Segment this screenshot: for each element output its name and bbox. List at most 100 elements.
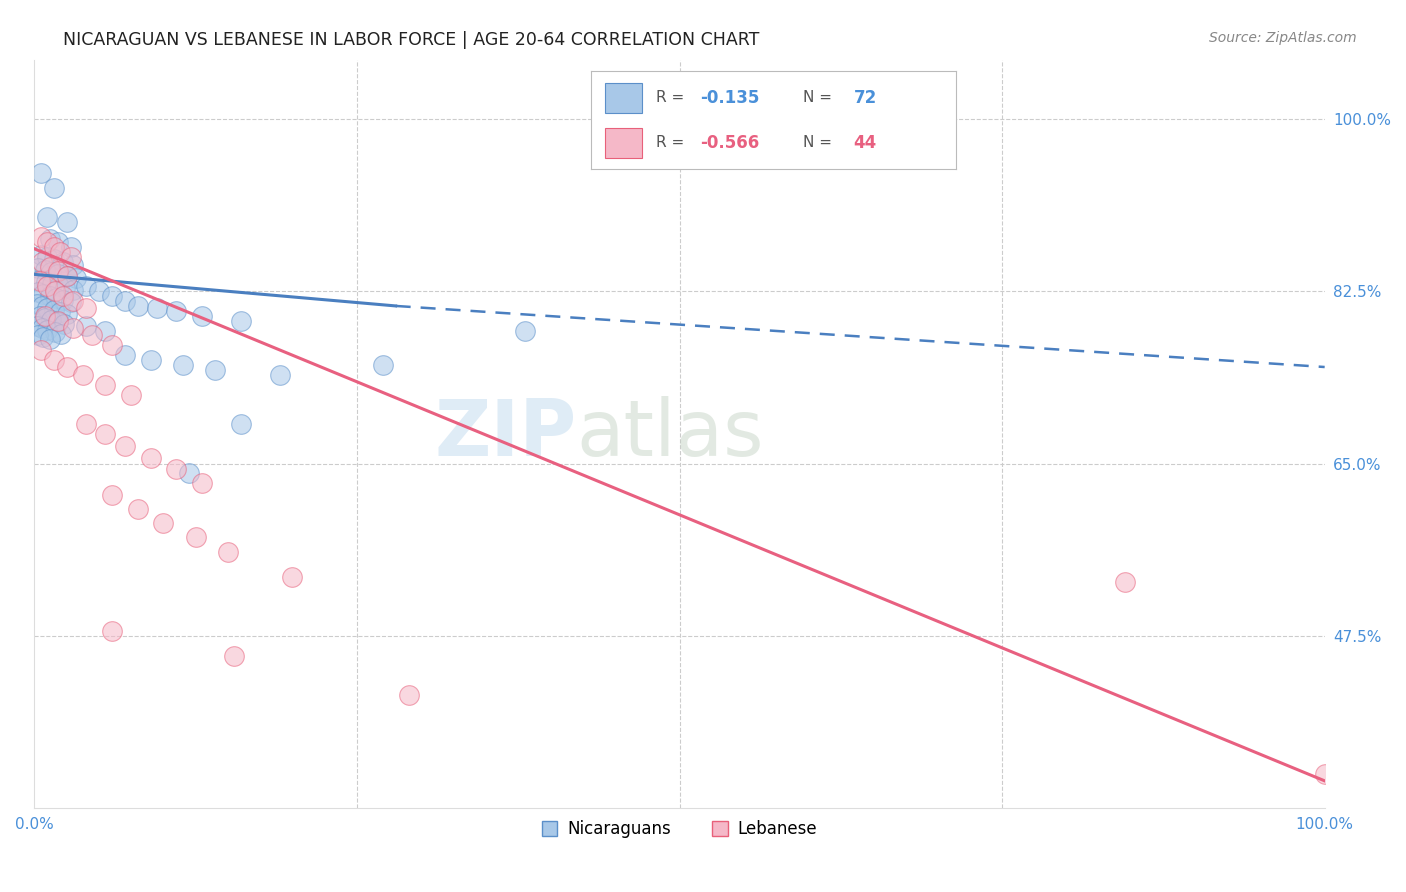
- Text: -0.135: -0.135: [700, 89, 759, 107]
- Point: [224, 648, 246, 663]
- Point: [52, 254, 75, 268]
- Point: [31, 320, 53, 334]
- Point: [52, 293, 75, 307]
- Point: [30, 343, 52, 358]
- Point: [75, 301, 97, 315]
- Point: [398, 688, 420, 702]
- Point: [39, 265, 62, 279]
- Point: [25, 318, 48, 333]
- Point: [48, 279, 70, 293]
- Point: [42, 302, 65, 317]
- Point: [146, 301, 169, 315]
- Text: ZIP: ZIP: [434, 396, 576, 472]
- Point: [37, 250, 59, 264]
- Text: N =: N =: [803, 90, 837, 105]
- Point: [184, 531, 207, 545]
- Point: [82, 328, 104, 343]
- Point: [165, 303, 187, 318]
- Point: [114, 348, 136, 362]
- Point: [120, 387, 142, 401]
- Text: atlas: atlas: [576, 396, 763, 472]
- Point: [229, 417, 252, 432]
- Point: [51, 326, 73, 341]
- Point: [75, 417, 97, 432]
- Point: [204, 363, 226, 377]
- Point: [94, 377, 117, 392]
- Point: [42, 252, 65, 266]
- Point: [114, 293, 136, 308]
- Point: [101, 338, 124, 352]
- Point: [41, 277, 63, 292]
- Point: [42, 240, 65, 254]
- Point: [165, 462, 187, 476]
- Point: [49, 244, 72, 259]
- Point: [62, 258, 84, 272]
- Point: [34, 263, 56, 277]
- Point: [191, 476, 214, 491]
- Point: [46, 264, 69, 278]
- Point: [44, 284, 66, 298]
- Point: [28, 274, 51, 288]
- FancyBboxPatch shape: [605, 83, 641, 112]
- Point: [281, 570, 304, 584]
- Point: [38, 260, 60, 274]
- Text: R =: R =: [657, 90, 689, 105]
- Point: [42, 180, 65, 194]
- Text: N =: N =: [803, 136, 837, 151]
- Point: [127, 502, 149, 516]
- Point: [52, 289, 75, 303]
- Point: [38, 289, 60, 303]
- Point: [94, 427, 117, 442]
- Point: [101, 488, 124, 502]
- Text: Source: ZipAtlas.com: Source: ZipAtlas.com: [1209, 31, 1357, 45]
- Point: [75, 318, 97, 333]
- Point: [127, 299, 149, 313]
- Point: [62, 283, 84, 297]
- Point: [30, 248, 52, 262]
- Point: [37, 211, 59, 225]
- Point: [30, 230, 52, 244]
- Point: [65, 271, 87, 285]
- Point: [32, 287, 55, 301]
- Point: [59, 240, 82, 254]
- Point: [53, 281, 76, 295]
- Point: [59, 295, 82, 310]
- Point: [45, 291, 67, 305]
- Point: [46, 268, 69, 282]
- Text: -0.566: -0.566: [700, 134, 759, 152]
- Point: [30, 166, 52, 180]
- Point: [28, 309, 51, 323]
- Point: [55, 269, 77, 284]
- Text: 44: 44: [853, 134, 877, 152]
- Text: R =: R =: [657, 136, 689, 151]
- Point: [38, 232, 60, 246]
- Point: [172, 358, 194, 372]
- Point: [62, 320, 84, 334]
- Point: [513, 324, 536, 338]
- Point: [1313, 767, 1336, 781]
- Point: [229, 314, 252, 328]
- Point: [55, 215, 77, 229]
- Point: [32, 330, 55, 344]
- Point: [49, 305, 72, 319]
- Point: [27, 285, 49, 300]
- Point: [191, 309, 214, 323]
- Point: [53, 317, 76, 331]
- Point: [37, 322, 59, 336]
- Point: [46, 235, 69, 249]
- Point: [59, 250, 82, 264]
- Point: [114, 439, 136, 453]
- Point: [269, 368, 291, 382]
- FancyBboxPatch shape: [605, 128, 641, 158]
- Point: [94, 324, 117, 338]
- Point: [35, 275, 58, 289]
- Point: [44, 325, 66, 339]
- Point: [55, 307, 77, 321]
- Point: [31, 299, 53, 313]
- Point: [28, 273, 51, 287]
- Text: NICARAGUAN VS LEBANESE IN LABOR FORCE | AGE 20-64 CORRELATION CHART: NICARAGUAN VS LEBANESE IN LABOR FORCE | …: [63, 31, 759, 49]
- Legend: Nicaraguans, Lebanese: Nicaraguans, Lebanese: [536, 814, 824, 845]
- Point: [87, 284, 110, 298]
- Point: [101, 289, 124, 303]
- Point: [31, 254, 53, 268]
